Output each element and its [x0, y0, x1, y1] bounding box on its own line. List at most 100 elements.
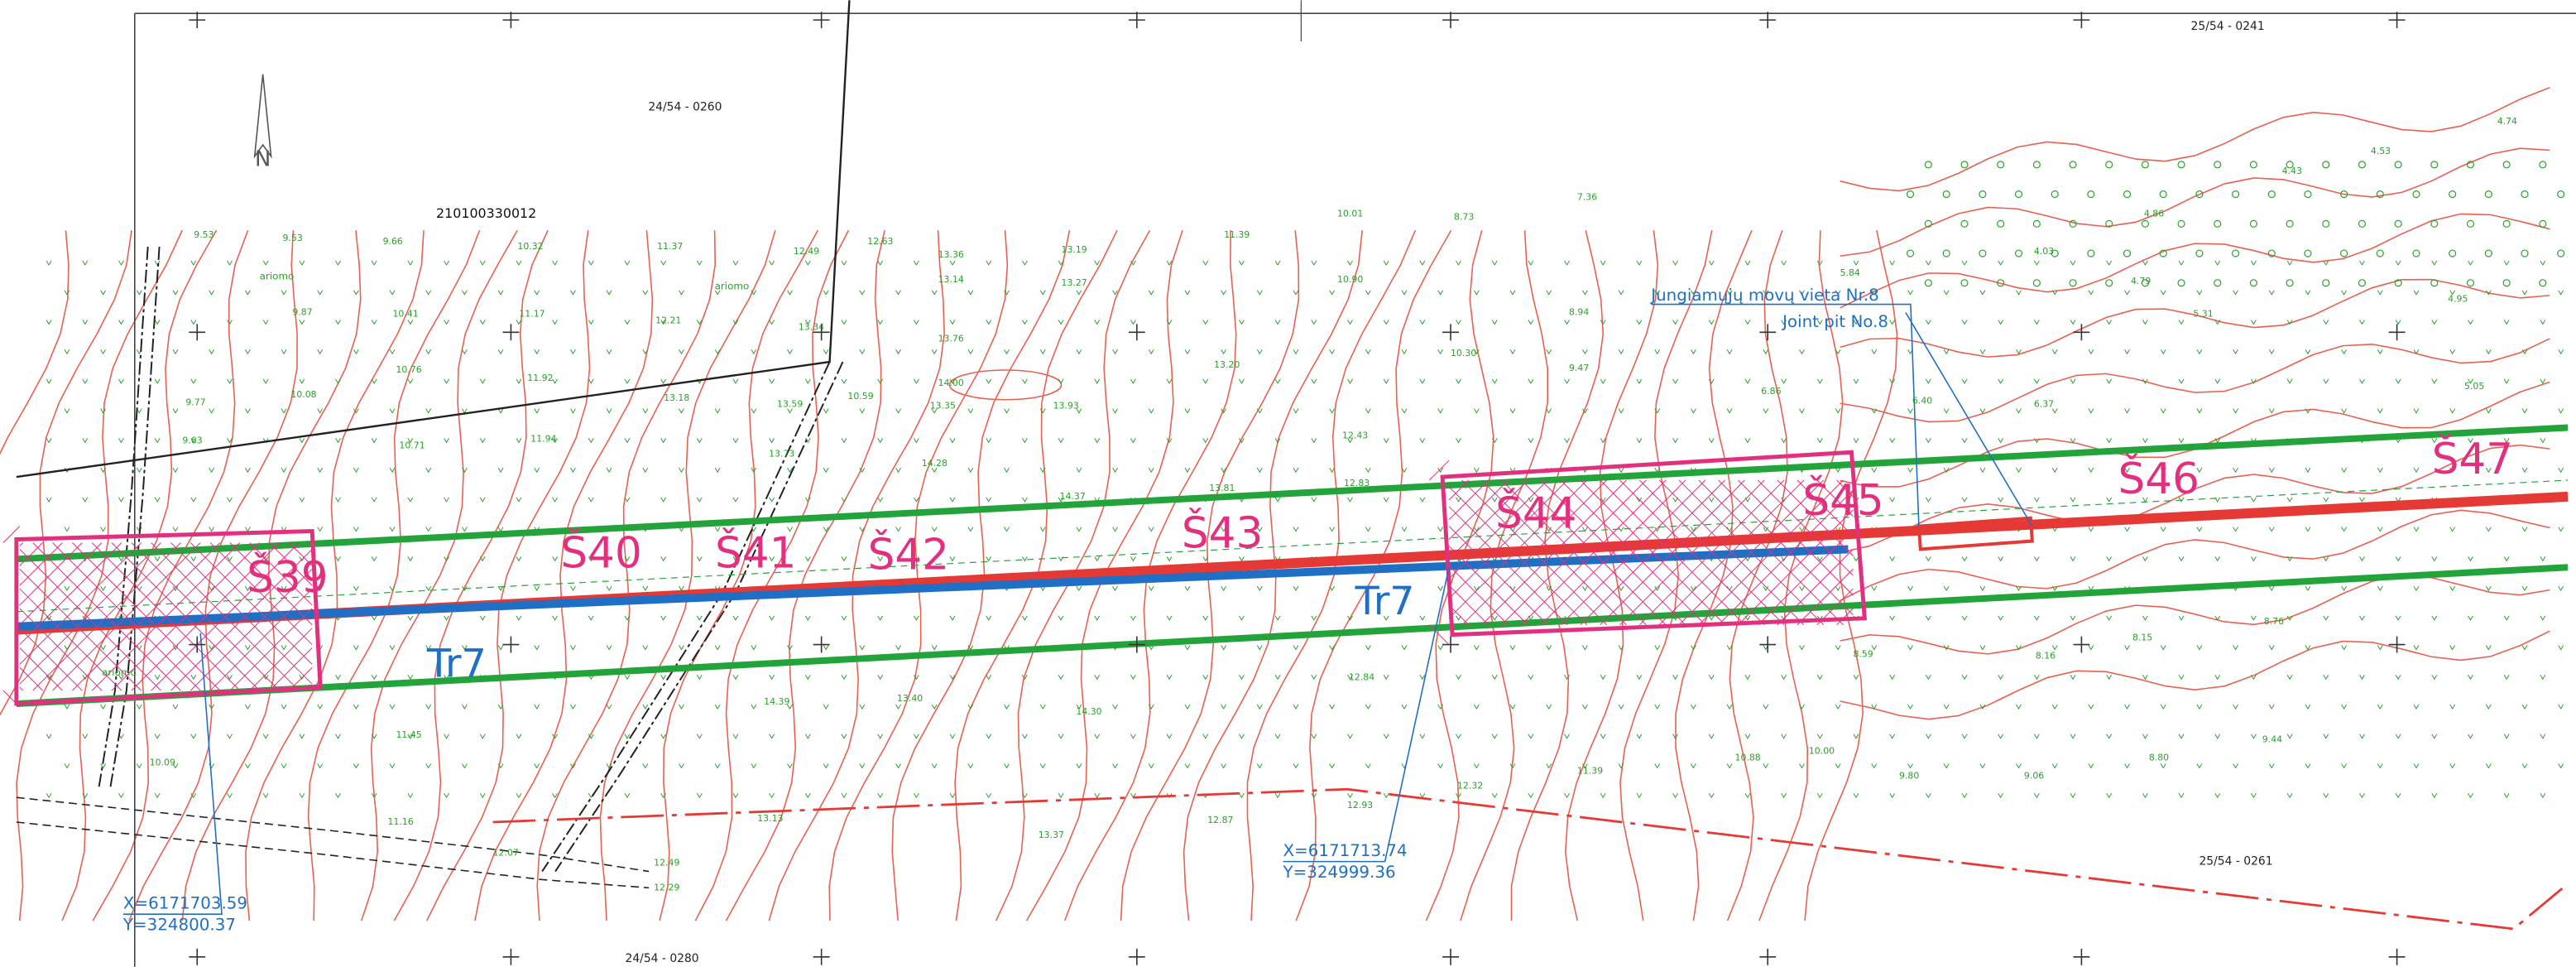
grass: [462, 585, 468, 592]
grass: [877, 438, 884, 444]
grass: [1184, 527, 1191, 532]
grass: [2413, 290, 2420, 296]
grass: [2431, 792, 2438, 799]
tree: [1924, 279, 1932, 287]
grass: [46, 497, 52, 503]
grass: [1546, 763, 1552, 769]
north-label: N: [255, 147, 271, 171]
spot-height: 4.79: [2131, 276, 2151, 286]
grass: [2268, 290, 2275, 296]
grass: [1039, 763, 1046, 769]
grass: [751, 408, 757, 414]
tree: [2195, 190, 2204, 199]
grass: [696, 556, 703, 562]
grass: [1274, 734, 1281, 739]
contour: [694, 229, 850, 921]
grass: [2431, 675, 2438, 681]
grass: [769, 734, 775, 739]
spot-height: 4.43: [2282, 166, 2302, 176]
grass: [516, 378, 522, 384]
grass: [2033, 556, 2040, 562]
grass: [2178, 497, 2185, 503]
grass: [2106, 320, 2113, 325]
grass: [986, 320, 992, 325]
grass: [769, 615, 775, 621]
grass: [2178, 320, 2185, 325]
grass: [2016, 704, 2022, 710]
grass: [1979, 349, 1986, 355]
grass: [570, 467, 576, 474]
grass: [2268, 467, 2275, 474]
hatch-line: [1428, 624, 1450, 645]
grass: [1618, 763, 1624, 769]
grass: [389, 349, 396, 355]
grass: [1039, 585, 1046, 592]
grass: [1781, 734, 1787, 739]
grass: [2341, 527, 2348, 532]
grass: [425, 349, 432, 355]
grass: [1456, 260, 1461, 266]
tree: [2105, 279, 2113, 287]
grass: [660, 378, 667, 384]
grass: [949, 556, 956, 562]
grass: [877, 260, 884, 266]
grass: [1166, 792, 1173, 799]
tree: [2051, 249, 2059, 257]
contour: [1840, 630, 2550, 720]
grass: [407, 497, 414, 503]
grass: [1979, 408, 1986, 414]
sheet-label: 24/54 - 0260: [648, 100, 722, 113]
grass: [2503, 734, 2510, 739]
grass: [516, 792, 522, 799]
grass: [244, 763, 251, 769]
grass: [1311, 615, 1317, 621]
grass: [696, 675, 703, 681]
grass: [479, 792, 486, 799]
grass: [823, 645, 829, 651]
grass: [1419, 734, 1426, 739]
grass: [1365, 763, 1371, 769]
grass: [859, 408, 866, 414]
grass: [660, 438, 667, 444]
grass: [606, 704, 612, 710]
grass: [2251, 320, 2257, 325]
grass: [1889, 320, 1896, 325]
grass: [2178, 675, 2185, 681]
grass: [570, 704, 576, 710]
road-edge: [554, 361, 844, 873]
grass: [462, 527, 468, 532]
grass: [1239, 320, 1245, 325]
grass: [64, 527, 70, 532]
grass: [244, 645, 251, 651]
joint-pit-label: Joint pit No.8: [1781, 312, 1888, 331]
grass: [1509, 349, 1516, 355]
grass: [1456, 615, 1461, 621]
grass: [2033, 792, 2040, 799]
tree: [2539, 161, 2547, 169]
grass: [732, 260, 739, 266]
grass: [1853, 675, 1859, 681]
grass: [100, 408, 107, 414]
grass: [732, 320, 739, 325]
tree: [2214, 219, 2222, 228]
hatch-line: [269, 647, 313, 691]
grass: [317, 763, 324, 769]
grass: [2323, 320, 2329, 325]
grass: [262, 320, 269, 325]
grid-cross: [1442, 324, 1459, 341]
grass: [82, 320, 89, 325]
grass: [877, 497, 884, 503]
tree: [1942, 249, 1950, 257]
grass: [913, 556, 919, 562]
grass: [570, 645, 576, 651]
grass: [2088, 527, 2094, 532]
grass: [2359, 497, 2365, 503]
grass: [2305, 763, 2311, 769]
grass: [462, 349, 468, 355]
grass: [1998, 675, 2004, 681]
grass: [2178, 438, 2185, 444]
contour: [1840, 213, 2550, 309]
contour: [474, 230, 654, 921]
grass: [2540, 734, 2546, 739]
grass: [2286, 320, 2293, 325]
